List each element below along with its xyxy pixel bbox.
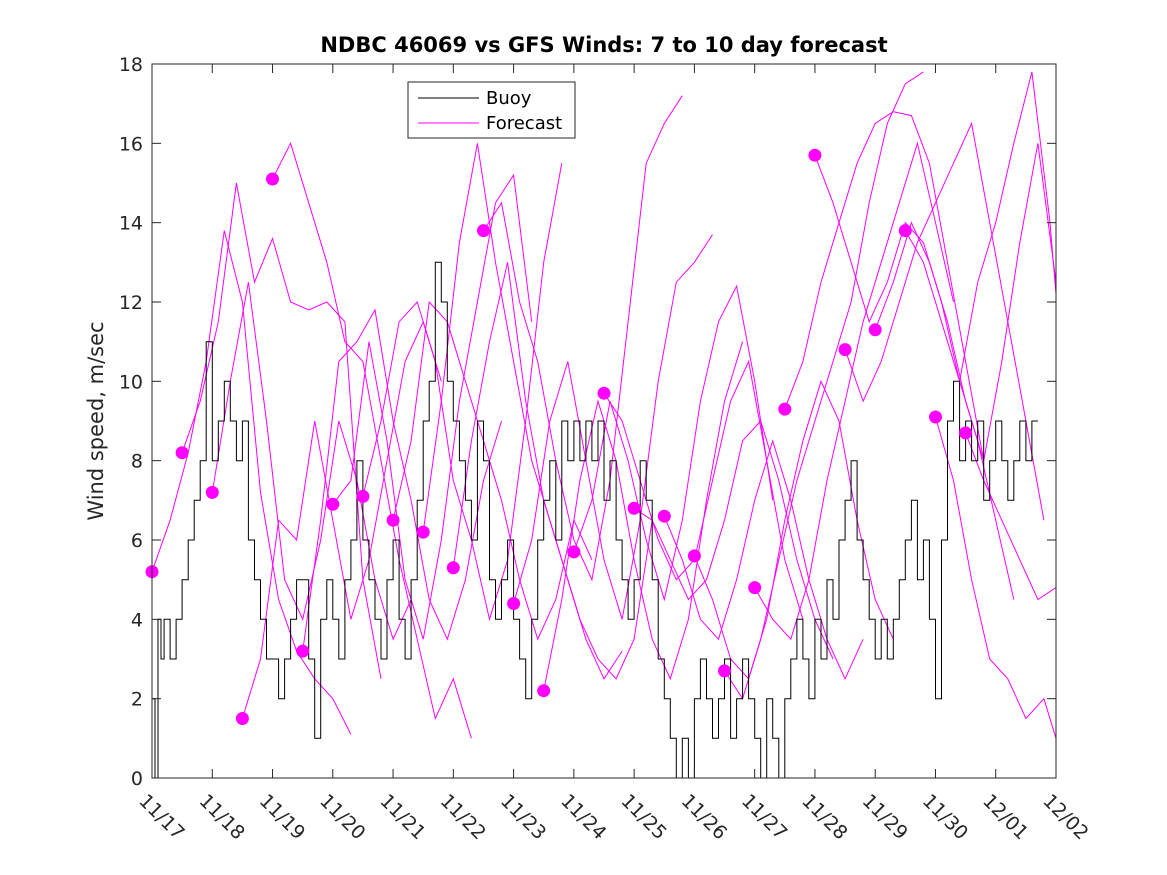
y-tick-label: 14: [119, 213, 143, 235]
forecast-marker-15: [567, 545, 581, 559]
forecast-line-10: [422, 143, 623, 680]
forecast-marker-27: [929, 410, 942, 424]
forecast-line-23: [814, 155, 1015, 600]
forecast-marker-11: [446, 561, 460, 575]
forecast-marker-18: [657, 509, 671, 523]
forecast-line-3: [211, 282, 412, 641]
forecast-line-25: [874, 143, 1057, 461]
forecast-markers-group: [145, 148, 973, 725]
y-tick-label: 18: [119, 54, 143, 76]
forecast-line-1: [151, 230, 352, 735]
forecast-line-17: [633, 420, 834, 660]
forecast-marker-7: [326, 497, 340, 511]
forecast-marker-13: [507, 597, 521, 610]
forecast-line-13: [513, 234, 713, 620]
forecast-marker-26: [898, 224, 912, 238]
legend: Buoy Forecast: [407, 81, 576, 139]
forecast-marker-2: [175, 446, 189, 460]
buoy-line: [152, 261, 1038, 779]
forecast-marker-14: [537, 684, 551, 698]
forecast-marker-6: [296, 644, 310, 658]
chart-title: NDBC 46069 vs GFS Winds: 7 to 10 day for…: [320, 33, 887, 57]
forecast-marker-19: [687, 549, 701, 563]
forecast-line-11: [452, 262, 653, 680]
forecast-marker-25: [868, 323, 882, 337]
forecast-series-group: [151, 71, 1057, 739]
forecast-line-16: [603, 359, 804, 620]
forecast-marker-12: [477, 224, 490, 238]
forecast-line-15: [573, 284, 774, 602]
forecast-marker-20: [718, 664, 731, 678]
forecast-marker-8: [356, 489, 370, 503]
forecast-line-7: [332, 173, 533, 640]
forecast-line-18: [663, 439, 864, 681]
forecast-line-28: [965, 432, 1057, 601]
forecast-line-8: [362, 163, 563, 622]
y-axis-ticks: 0 2 4 6 8 10 12 14 16 18: [119, 54, 1056, 790]
forecast-line-4: [241, 320, 442, 719]
forecast-line-24: [844, 121, 1045, 521]
legend-box: [407, 81, 576, 139]
y-tick-label: 4: [131, 609, 143, 631]
forecast-line-12: [483, 95, 683, 582]
forecast-marker-28: [959, 426, 973, 440]
forecast-line-6: [302, 308, 502, 652]
y-tick-label: 8: [131, 451, 143, 473]
forecast-line-9: [392, 300, 593, 641]
forecast-marker-17: [627, 501, 641, 515]
y-tick-label: 0: [131, 768, 143, 790]
y-tick-label: 12: [119, 292, 143, 314]
forecast-marker-22: [778, 402, 792, 416]
forecast-marker-9: [386, 513, 400, 527]
forecast-marker-10: [416, 525, 430, 539]
legend-label-buoy: Buoy: [486, 88, 532, 109]
forecast-line-26: [904, 71, 1057, 382]
forecast-marker-4: [235, 712, 249, 725]
forecast-marker-21: [748, 581, 762, 595]
plot-frame: [151, 63, 1057, 779]
forecast-line-20: [724, 71, 924, 700]
y-tick-label: 10: [119, 371, 143, 393]
forecast-line-19: [693, 379, 894, 680]
forecast-marker-3: [205, 485, 219, 499]
forecast-line-21: [754, 141, 954, 641]
forecast-marker-16: [597, 386, 611, 400]
y-tick-label: 2: [131, 689, 143, 711]
forecast-marker-5: [266, 172, 279, 186]
legend-label-forecast: Forecast: [486, 113, 562, 134]
y-tick-label: 16: [119, 133, 143, 155]
forecast-line-22: [784, 111, 985, 461]
y-tick-label: 6: [131, 530, 143, 552]
forecast-line-5: [272, 141, 472, 739]
buoy-series-group: [152, 261, 1038, 779]
forecast-marker-23: [808, 148, 822, 162]
forecast-line-27: [935, 416, 1057, 739]
forecast-line-14: [543, 341, 744, 691]
forecast-line-2: [181, 182, 382, 679]
forecast-marker-24: [838, 343, 852, 357]
y-axis-label: Wind speed, m/sec: [84, 321, 108, 520]
